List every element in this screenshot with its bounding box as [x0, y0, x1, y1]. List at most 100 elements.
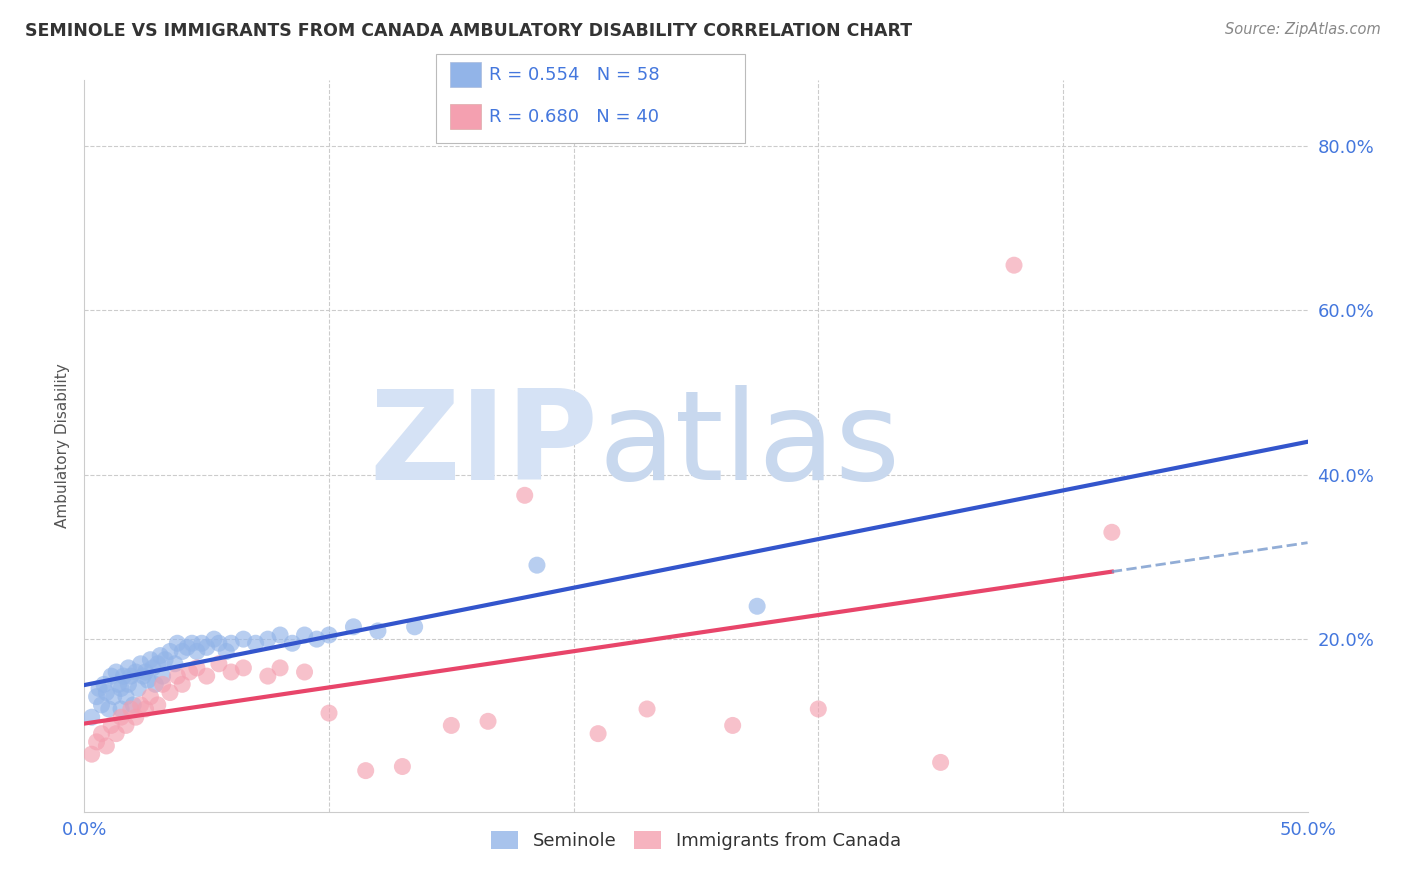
- Point: [96, 739, 118, 753]
- Point: [135, 702, 157, 716]
- Point: [232, 661, 254, 675]
- Point: [110, 702, 132, 716]
- Point: [294, 628, 316, 642]
- Text: ZIP: ZIP: [370, 385, 598, 507]
- Point: [586, 726, 609, 740]
- Point: [80, 710, 103, 724]
- Point: [90, 698, 112, 712]
- Point: [269, 628, 291, 642]
- Point: [86, 690, 108, 704]
- Point: [281, 636, 304, 650]
- Point: [1101, 525, 1123, 540]
- Point: [80, 747, 103, 762]
- Point: [318, 706, 340, 720]
- Point: [342, 620, 364, 634]
- Point: [135, 665, 157, 679]
- Point: [125, 710, 148, 724]
- Point: [159, 685, 181, 699]
- Point: [318, 628, 340, 642]
- Point: [136, 673, 159, 688]
- Point: [129, 698, 152, 712]
- Point: [354, 764, 377, 778]
- Text: R = 0.554   N = 58: R = 0.554 N = 58: [489, 66, 659, 84]
- Point: [127, 681, 149, 696]
- Point: [115, 718, 138, 732]
- Point: [100, 669, 122, 683]
- Point: [172, 677, 194, 691]
- Point: [367, 624, 389, 638]
- Point: [96, 685, 118, 699]
- Point: [139, 690, 162, 704]
- Point: [257, 669, 280, 683]
- Point: [112, 669, 135, 683]
- Point: [391, 759, 413, 773]
- Point: [807, 702, 830, 716]
- Point: [477, 714, 499, 729]
- Point: [215, 644, 238, 658]
- Point: [97, 702, 120, 716]
- Point: [120, 669, 142, 683]
- Point: [87, 681, 110, 696]
- Point: [152, 669, 174, 683]
- Text: SEMINOLE VS IMMIGRANTS FROM CANADA AMBULATORY DISABILITY CORRELATION CHART: SEMINOLE VS IMMIGRANTS FROM CANADA AMBUL…: [25, 22, 912, 40]
- Point: [100, 718, 122, 732]
- Legend: Seminole, Immigrants from Canada: Seminole, Immigrants from Canada: [484, 823, 908, 857]
- Point: [257, 632, 280, 647]
- Point: [1002, 258, 1025, 272]
- Point: [526, 558, 548, 573]
- Point: [747, 599, 769, 614]
- Text: Source: ZipAtlas.com: Source: ZipAtlas.com: [1225, 22, 1381, 37]
- Point: [219, 665, 242, 679]
- Point: [117, 661, 139, 675]
- Point: [172, 644, 194, 658]
- Point: [181, 636, 204, 650]
- Point: [149, 648, 172, 663]
- Point: [929, 756, 952, 770]
- Point: [219, 636, 242, 650]
- Point: [176, 640, 198, 655]
- Point: [159, 644, 181, 658]
- Point: [179, 665, 201, 679]
- Point: [105, 665, 128, 679]
- Point: [163, 657, 186, 671]
- Point: [93, 677, 115, 691]
- Point: [202, 632, 225, 647]
- Point: [122, 698, 145, 712]
- Point: [294, 665, 316, 679]
- Point: [208, 657, 231, 671]
- Point: [117, 677, 139, 691]
- Text: atlas: atlas: [598, 385, 900, 507]
- Point: [110, 710, 132, 724]
- Point: [103, 690, 125, 704]
- Point: [721, 718, 744, 732]
- Point: [513, 488, 536, 502]
- Point: [269, 661, 291, 675]
- Point: [186, 661, 208, 675]
- Text: R = 0.680   N = 40: R = 0.680 N = 40: [489, 108, 659, 126]
- Point: [146, 657, 169, 671]
- Point: [125, 665, 148, 679]
- Point: [305, 632, 328, 647]
- Point: [636, 702, 658, 716]
- Point: [107, 677, 129, 691]
- Point: [105, 726, 128, 740]
- Point: [129, 657, 152, 671]
- Point: [166, 669, 188, 683]
- Point: [195, 669, 218, 683]
- Point: [90, 726, 112, 740]
- Point: [132, 669, 155, 683]
- Point: [245, 636, 267, 650]
- Point: [186, 644, 208, 658]
- Point: [115, 690, 138, 704]
- Point: [208, 636, 231, 650]
- Point: [232, 632, 254, 647]
- Point: [139, 653, 162, 667]
- Point: [404, 620, 426, 634]
- Y-axis label: Ambulatory Disability: Ambulatory Disability: [55, 364, 70, 528]
- Point: [191, 636, 214, 650]
- Point: [195, 640, 218, 655]
- Point: [153, 653, 176, 667]
- Point: [440, 718, 463, 732]
- Point: [86, 735, 108, 749]
- Point: [110, 681, 132, 696]
